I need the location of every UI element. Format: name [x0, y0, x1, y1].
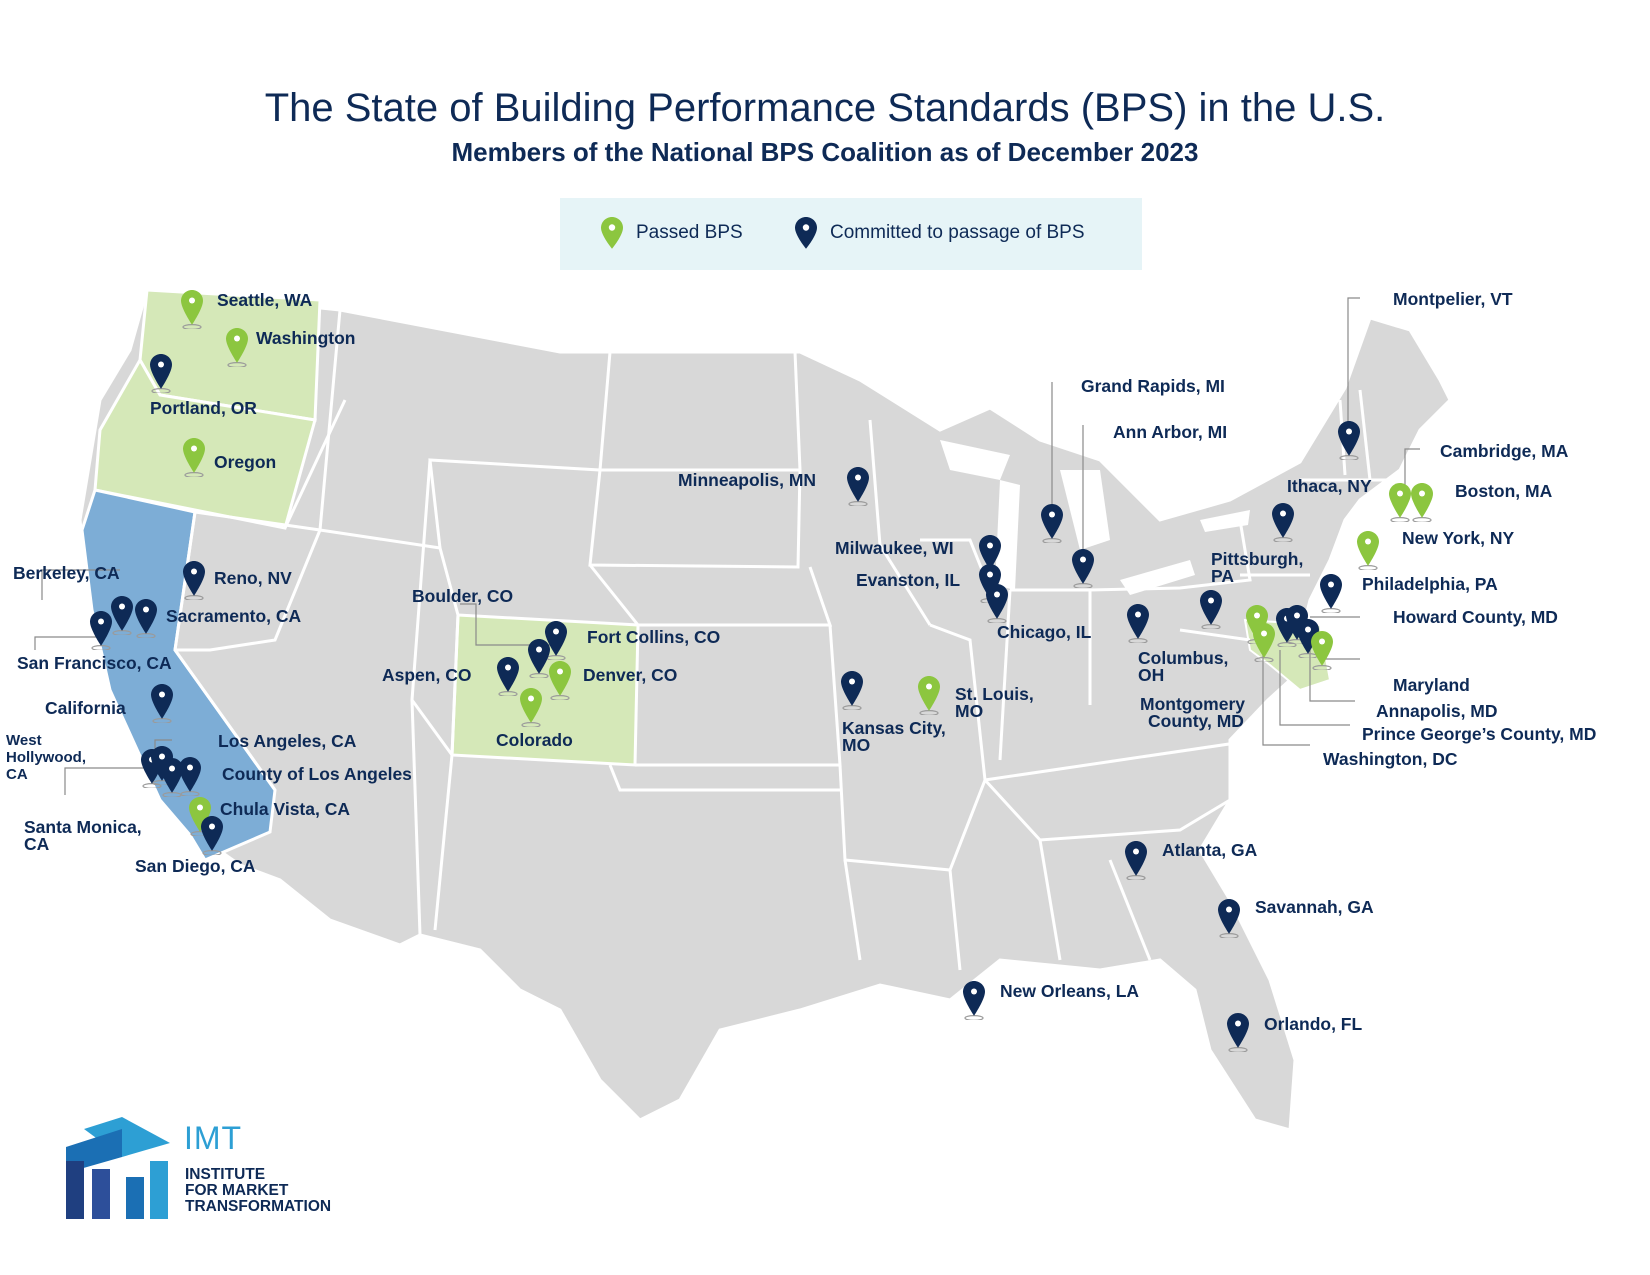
legend-committed-label: Committed to passage of BPS: [830, 222, 1085, 243]
label-evanston: Evanston, IL: [856, 570, 960, 590]
label-santa-monica-2: CA: [24, 834, 50, 854]
pin-cambridge-icon[interactable]: [1388, 482, 1412, 522]
label-county-los-angeles: County of Los Angeles: [222, 764, 412, 784]
label-chicago: Chicago, IL: [997, 622, 1092, 642]
label-los-angeles: Los Angeles, CA: [218, 731, 357, 751]
label-west-hollywood-3: CA: [6, 766, 28, 783]
label-santa-monica-1: Santa Monica,: [24, 817, 142, 837]
label-annapolis: Annapolis, MD: [1376, 701, 1498, 721]
label-prince-georges: Prince George’s County, MD: [1362, 724, 1596, 744]
label-new-york: New York, NY: [1402, 528, 1514, 548]
us-land: [78, 288, 1452, 1132]
committed-pin-icon: [795, 217, 817, 249]
label-st-louis-2: MO: [955, 701, 983, 721]
label-sacramento: Sacramento, CA: [166, 606, 302, 626]
label-kansas-city-2: MO: [842, 735, 870, 755]
label-chula-vista: Chula Vista, CA: [220, 799, 350, 819]
label-montgomery-1: Montgomery: [1140, 694, 1245, 714]
label-new-orleans: New Orleans, LA: [1000, 981, 1139, 1001]
label-berkeley: Berkeley, CA: [13, 563, 120, 583]
label-seattle: Seattle, WA: [217, 290, 313, 310]
legend-passed-label: Passed BPS: [636, 222, 743, 243]
label-san-francisco: San Francisco, CA: [17, 653, 172, 673]
label-columbus-2: OH: [1138, 665, 1164, 685]
passed-pin-icon: [601, 217, 623, 249]
label-pittsburgh-1: Pittsburgh,: [1211, 549, 1303, 569]
logo-line-1: INSTITUTE: [185, 1166, 266, 1183]
label-grand-rapids: Grand Rapids, MI: [1081, 376, 1225, 396]
label-orlando: Orlando, FL: [1264, 1014, 1363, 1034]
label-fort-collins: Fort Collins, CO: [587, 627, 720, 647]
label-savannah: Savannah, GA: [1255, 897, 1374, 917]
label-california: California: [45, 698, 126, 718]
pin-philadelphia-icon[interactable]: [1319, 573, 1343, 613]
pin-boston-icon[interactable]: [1410, 482, 1434, 522]
label-st-louis-1: St. Louis,: [955, 684, 1034, 704]
label-pittsburgh-2: PA: [1211, 566, 1234, 586]
great-lakes: [940, 440, 1250, 595]
label-portland: Portland, OR: [150, 398, 257, 418]
label-boston: Boston, MA: [1455, 481, 1553, 501]
logo-line-3: TRANSFORMATION: [185, 1198, 332, 1215]
leader-lines: [34, 297, 1420, 795]
label-montpelier: Montpelier, VT: [1393, 289, 1513, 309]
label-west-hollywood-2: Hollywood,: [6, 749, 86, 766]
label-washington-dc: Washington, DC: [1323, 749, 1458, 769]
label-aspen: Aspen, CO: [382, 665, 471, 685]
imt-logo-mark-icon: [66, 1117, 170, 1219]
label-washington: Washington: [256, 328, 355, 348]
pin-new-york-icon[interactable]: [1356, 530, 1380, 570]
label-howard-county: Howard County, MD: [1393, 607, 1558, 627]
label-west-hollywood-1: West: [6, 732, 42, 749]
label-san-diego: San Diego, CA: [135, 856, 256, 876]
logo-line-2: FOR MARKET: [185, 1182, 289, 1199]
label-ann-arbor: Ann Arbor, MI: [1113, 422, 1227, 442]
label-boulder: Boulder, CO: [412, 586, 513, 606]
label-maryland: Maryland: [1393, 675, 1470, 695]
label-philadelphia: Philadelphia, PA: [1362, 574, 1498, 594]
label-cambridge: Cambridge, MA: [1440, 441, 1569, 461]
imt-logo: IMT INSTITUTE FOR MARKET TRANSFORMATION: [66, 1117, 366, 1222]
map-subtitle: Members of the National BPS Coalition as…: [451, 137, 1199, 167]
label-denver: Denver, CO: [583, 665, 677, 685]
member-labels: Seattle, WA Washington Portland, OR Oreg…: [6, 289, 1596, 1034]
label-milwaukee: Milwaukee, WI: [835, 538, 954, 558]
logo-abbreviation: IMT: [184, 1120, 243, 1156]
legend: Passed BPS Committed to passage of BPS: [560, 198, 1142, 270]
label-atlanta: Atlanta, GA: [1162, 840, 1258, 860]
label-kansas-city-1: Kansas City,: [842, 718, 946, 738]
label-oregon: Oregon: [214, 452, 276, 472]
label-colorado: Colorado: [496, 730, 573, 750]
map-title: The State of Building Performance Standa…: [264, 86, 1386, 130]
pin-new-orleans-icon[interactable]: [962, 980, 986, 1020]
label-minneapolis: Minneapolis, MN: [678, 470, 816, 490]
label-columbus-1: Columbus,: [1138, 648, 1228, 668]
label-montgomery-2: County, MD: [1148, 711, 1244, 731]
label-ithaca: Ithaca, NY: [1287, 476, 1372, 496]
label-reno: Reno, NV: [214, 568, 292, 588]
